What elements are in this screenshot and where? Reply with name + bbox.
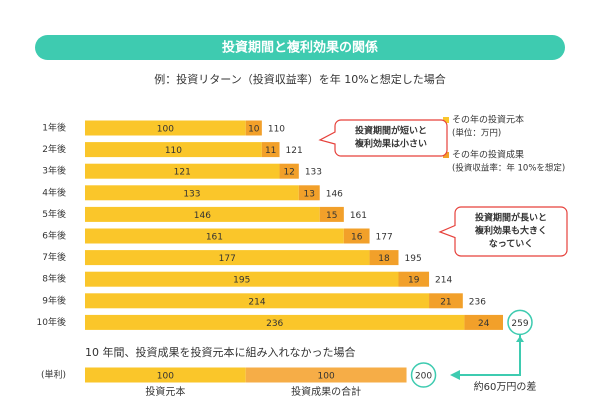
- legend-note: (単位：万円): [452, 128, 501, 139]
- bar-segment: [464, 314, 503, 330]
- total-label: 146: [326, 189, 343, 199]
- total-label: 121: [286, 146, 303, 156]
- callout-box: [318, 119, 448, 157]
- bar-segment: [85, 163, 280, 179]
- bar-segment: [429, 293, 463, 309]
- difference-arrow-head: [516, 336, 524, 342]
- bar-segment: [245, 367, 407, 383]
- total-label: 161: [350, 211, 367, 221]
- bar-segment: [261, 142, 280, 158]
- y-tick-label: 6年後: [42, 230, 66, 242]
- value-label: 21: [440, 297, 451, 307]
- callout-text: 複利効果も大きく: [474, 225, 547, 237]
- total-label: 110: [268, 125, 285, 135]
- value-label: 11: [265, 146, 276, 156]
- total-label: 200: [415, 372, 432, 382]
- value-label: 13: [304, 189, 315, 199]
- comparison-title: 10 年間、投資成果を投資元本に組み入れなかった場合: [85, 345, 356, 359]
- value-label: 121: [174, 168, 191, 178]
- bar-segment: [398, 271, 430, 287]
- y-tick-label: 3年後: [42, 165, 66, 177]
- bar-segment: [245, 120, 262, 136]
- callout-box: [438, 206, 568, 257]
- bar-segment: [298, 185, 320, 201]
- y-tick-label: (単利): [41, 369, 66, 381]
- value-label: 236: [266, 319, 283, 329]
- value-label: 110: [165, 146, 182, 156]
- chart-title: 投資期間と複利効果の関係: [222, 40, 378, 56]
- y-tick-label: 9年後: [42, 294, 66, 306]
- value-label: 214: [248, 297, 265, 307]
- bar-segment: [85, 271, 399, 287]
- y-tick-label: 5年後: [42, 208, 66, 220]
- series-label: 投資元本: [145, 385, 185, 398]
- value-label: 133: [183, 189, 200, 199]
- total-label: 133: [305, 168, 322, 178]
- value-label: 10: [248, 125, 260, 135]
- legend-label: その年の投資元本: [452, 114, 524, 126]
- value-label: 15: [326, 211, 337, 221]
- value-label: 24: [478, 319, 490, 329]
- chart-subtitle: 例：投資リターン（投資収益率）を年 10%と想定した場合: [154, 72, 445, 86]
- callout-text: なっていく: [489, 239, 534, 250]
- value-label: 100: [157, 372, 174, 382]
- y-tick-label: 7年後: [42, 251, 66, 263]
- callout-text: 投資期間が長いと: [475, 212, 547, 224]
- legend-swatch: [443, 117, 449, 123]
- value-label: 146: [194, 211, 211, 221]
- series-label: 投資成果の合計: [291, 385, 361, 398]
- callout-text: 投資期間が短いと: [355, 125, 427, 137]
- y-tick-label: 10年後: [37, 316, 66, 328]
- bar-segment: [85, 250, 370, 266]
- value-label: 100: [157, 125, 174, 135]
- difference-arrow: [450, 334, 521, 380]
- bar-segment: [85, 142, 262, 158]
- bar-segment: [343, 228, 370, 244]
- bar-segment: [369, 250, 399, 266]
- value-label: 161: [206, 233, 223, 243]
- bar-segment: [85, 293, 430, 309]
- difference-label: 約60万円の差: [474, 380, 537, 393]
- value-label: 100: [318, 372, 335, 382]
- value-label: 177: [219, 254, 236, 264]
- bar-segment: [85, 120, 246, 136]
- value-label: 19: [408, 276, 420, 286]
- total-label: 259: [511, 319, 528, 329]
- bar-segment: [85, 367, 246, 383]
- y-tick-label: 8年後: [42, 273, 66, 285]
- bar-segment: [85, 228, 344, 244]
- total-label: 236: [469, 297, 486, 307]
- value-label: 195: [233, 276, 250, 286]
- y-tick-label: 2年後: [42, 143, 66, 155]
- bar-segment: [85, 314, 465, 330]
- value-label: 18: [378, 254, 390, 264]
- y-tick-label: 4年後: [42, 186, 66, 198]
- legend-swatch: [443, 152, 449, 158]
- value-label: 16: [351, 233, 363, 243]
- total-label: 177: [376, 233, 393, 243]
- legend-label: その年の投資成果: [452, 149, 524, 161]
- y-tick-label: 1年後: [42, 122, 66, 134]
- callout-text: 複利効果は小さい: [354, 138, 427, 150]
- bar-segment: [85, 206, 320, 222]
- legend-note: (投資収益率：年 10%を想定): [452, 163, 565, 174]
- title-banner: [35, 35, 565, 60]
- total-label: 214: [435, 276, 452, 286]
- value-label: 12: [283, 168, 294, 178]
- bar-segment: [279, 163, 299, 179]
- total-circle: [410, 362, 437, 388]
- bar-segment: [319, 206, 344, 222]
- total-label: 195: [405, 254, 422, 264]
- bar-segment: [85, 185, 299, 201]
